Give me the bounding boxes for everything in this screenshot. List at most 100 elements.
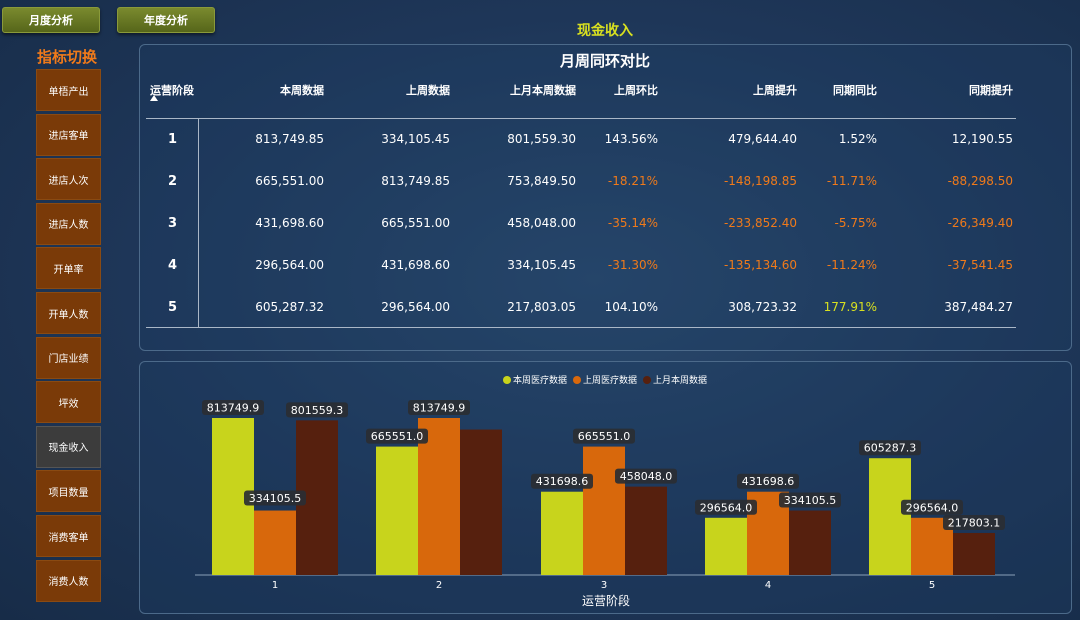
svg-text:801559.3: 801559.3	[291, 404, 344, 417]
legend-label: 上月本周数据	[653, 376, 708, 386]
bar[interactable]	[254, 510, 296, 575]
column-header[interactable]: 上周数据	[406, 84, 450, 97]
svg-text:334105.5: 334105.5	[784, 494, 837, 507]
table-cell: -88,298.50	[947, 174, 1013, 188]
svg-text:296564.0: 296564.0	[700, 501, 753, 514]
legend-dot-icon	[572, 375, 581, 384]
legend-dot-icon	[502, 375, 511, 384]
table-cell: 217,803.05	[507, 300, 576, 314]
bar[interactable]	[953, 532, 995, 575]
sidebar-item[interactable]: 进店人次	[36, 158, 101, 201]
bar[interactable]	[705, 517, 747, 575]
data-label: 813749.9	[202, 400, 264, 415]
data-label: 217803.1	[943, 514, 1005, 530]
tab-monthly-analysis[interactable]: 月度分析	[2, 7, 100, 33]
sidebar-item[interactable]: 单梧产出	[36, 69, 101, 111]
bar[interactable]	[583, 446, 625, 575]
row-index: 3	[168, 216, 178, 231]
legend-dot-icon	[643, 375, 651, 384]
legend-item[interactable]: 本周医疗数据	[502, 373, 567, 386]
data-label: 813749.9	[408, 400, 470, 415]
table-cell: 1.52%	[838, 132, 877, 146]
table-cell: 308,723.32	[728, 300, 797, 314]
column-header[interactable]: 上月本周数据	[510, 84, 576, 97]
table-cell: 387,484.27	[944, 300, 1013, 314]
bar[interactable]	[789, 510, 831, 575]
bar[interactable]	[460, 429, 502, 575]
row-index: 2	[168, 174, 178, 189]
sidebar-item[interactable]: 开单率	[36, 247, 101, 290]
legend-label: 本周医疗数据	[512, 376, 567, 386]
index-column-divider	[198, 118, 199, 327]
table-cell: -11.24%	[826, 258, 877, 272]
row-index: 1	[168, 132, 178, 147]
bar[interactable]	[541, 491, 583, 575]
svg-text:605287.3: 605287.3	[864, 442, 917, 455]
table-cell: 177.91%	[823, 300, 877, 314]
table-cell: 665,551.00	[381, 216, 450, 230]
table-title: 月周同环对比	[559, 52, 650, 70]
table-cell: 104.10%	[604, 300, 658, 314]
table-cell: 665,551.00	[255, 174, 324, 188]
legend-item[interactable]: 上周医疗数据	[572, 373, 637, 386]
sidebar-title: 指标切换	[37, 48, 98, 66]
column-header[interactable]: 运营阶段	[150, 84, 194, 97]
bar[interactable]	[869, 458, 911, 575]
data-label: 665551.0	[366, 428, 428, 444]
legend-label: 上周医疗数据	[582, 376, 637, 386]
data-label: 296564.0	[901, 499, 963, 515]
data-label: 605287.3	[859, 440, 921, 456]
sidebar-item[interactable]: 项目数量	[36, 470, 101, 513]
chart-legend: 本周医疗数据 上周医疗数据 上月本周数据	[140, 373, 1070, 386]
svg-text:665551.0: 665551.0	[578, 430, 631, 443]
data-label: 665551.0	[573, 428, 635, 444]
column-header[interactable]: 本周数据	[280, 84, 324, 97]
bar[interactable]	[376, 446, 418, 575]
sidebar-item[interactable]: 消费客单	[36, 515, 101, 557]
data-label: 334105.5	[244, 490, 306, 506]
column-header[interactable]: 同期同比	[833, 84, 877, 97]
bar[interactable]	[418, 418, 460, 575]
table-cell: -26,349.40	[947, 216, 1013, 230]
tab-yearly-analysis[interactable]: 年度分析	[117, 7, 215, 33]
svg-text:813749.9: 813749.9	[413, 402, 466, 415]
table-cell: 813,749.85	[255, 132, 324, 146]
column-header[interactable]: 上周环比	[614, 84, 658, 97]
sidebar-item[interactable]: 进店人数	[36, 202, 101, 245]
table-cell: -135,134.60	[723, 258, 797, 272]
table-cell: -31.30%	[607, 258, 658, 272]
data-label: 801559.3	[286, 402, 348, 418]
sidebar-item[interactable]: 门店业绩	[36, 336, 101, 379]
data-label: 296564.0	[695, 499, 757, 515]
sort-ascending-icon[interactable]	[150, 95, 158, 101]
bar[interactable]	[625, 486, 667, 575]
sidebar-item[interactable]: 现金收入	[36, 425, 101, 468]
x-tick-label: 5	[929, 580, 935, 591]
column-header[interactable]: 同期提升	[969, 84, 1013, 97]
table-cell: 143.56%	[604, 132, 658, 146]
x-tick-label: 4	[765, 580, 771, 591]
legend-item[interactable]: 上月本周数据	[643, 373, 707, 386]
x-tick-label: 3	[601, 580, 607, 591]
x-tick-label: 2	[436, 580, 442, 591]
sidebar-item[interactable]: 进店客单	[36, 113, 101, 156]
table-cell: -5.75%	[834, 216, 877, 230]
column-header[interactable]: 上周提升	[753, 84, 797, 97]
table-cell: -11.71%	[826, 174, 877, 188]
row-index: 5	[168, 300, 178, 315]
table-cell: 431,698.60	[255, 216, 324, 230]
svg-text:458048.0: 458048.0	[620, 470, 673, 483]
table-cell: 296,564.00	[255, 258, 324, 272]
table-cell: -18.21%	[607, 174, 658, 188]
sidebar-item[interactable]: 消费人数	[36, 559, 101, 602]
table-panel	[139, 44, 1072, 351]
sidebar-item[interactable]: 坪效	[36, 381, 101, 424]
table-cell: -35.14%	[607, 216, 658, 230]
table-cell: -37,541.45	[947, 258, 1013, 272]
table-cell: 801,559.30	[507, 132, 576, 146]
table-cell: 334,105.45	[507, 258, 576, 272]
table-cell: 753,849.50	[507, 174, 576, 188]
sidebar-item[interactable]: 开单人数	[36, 292, 101, 334]
table-cell: 431,698.60	[381, 258, 450, 272]
